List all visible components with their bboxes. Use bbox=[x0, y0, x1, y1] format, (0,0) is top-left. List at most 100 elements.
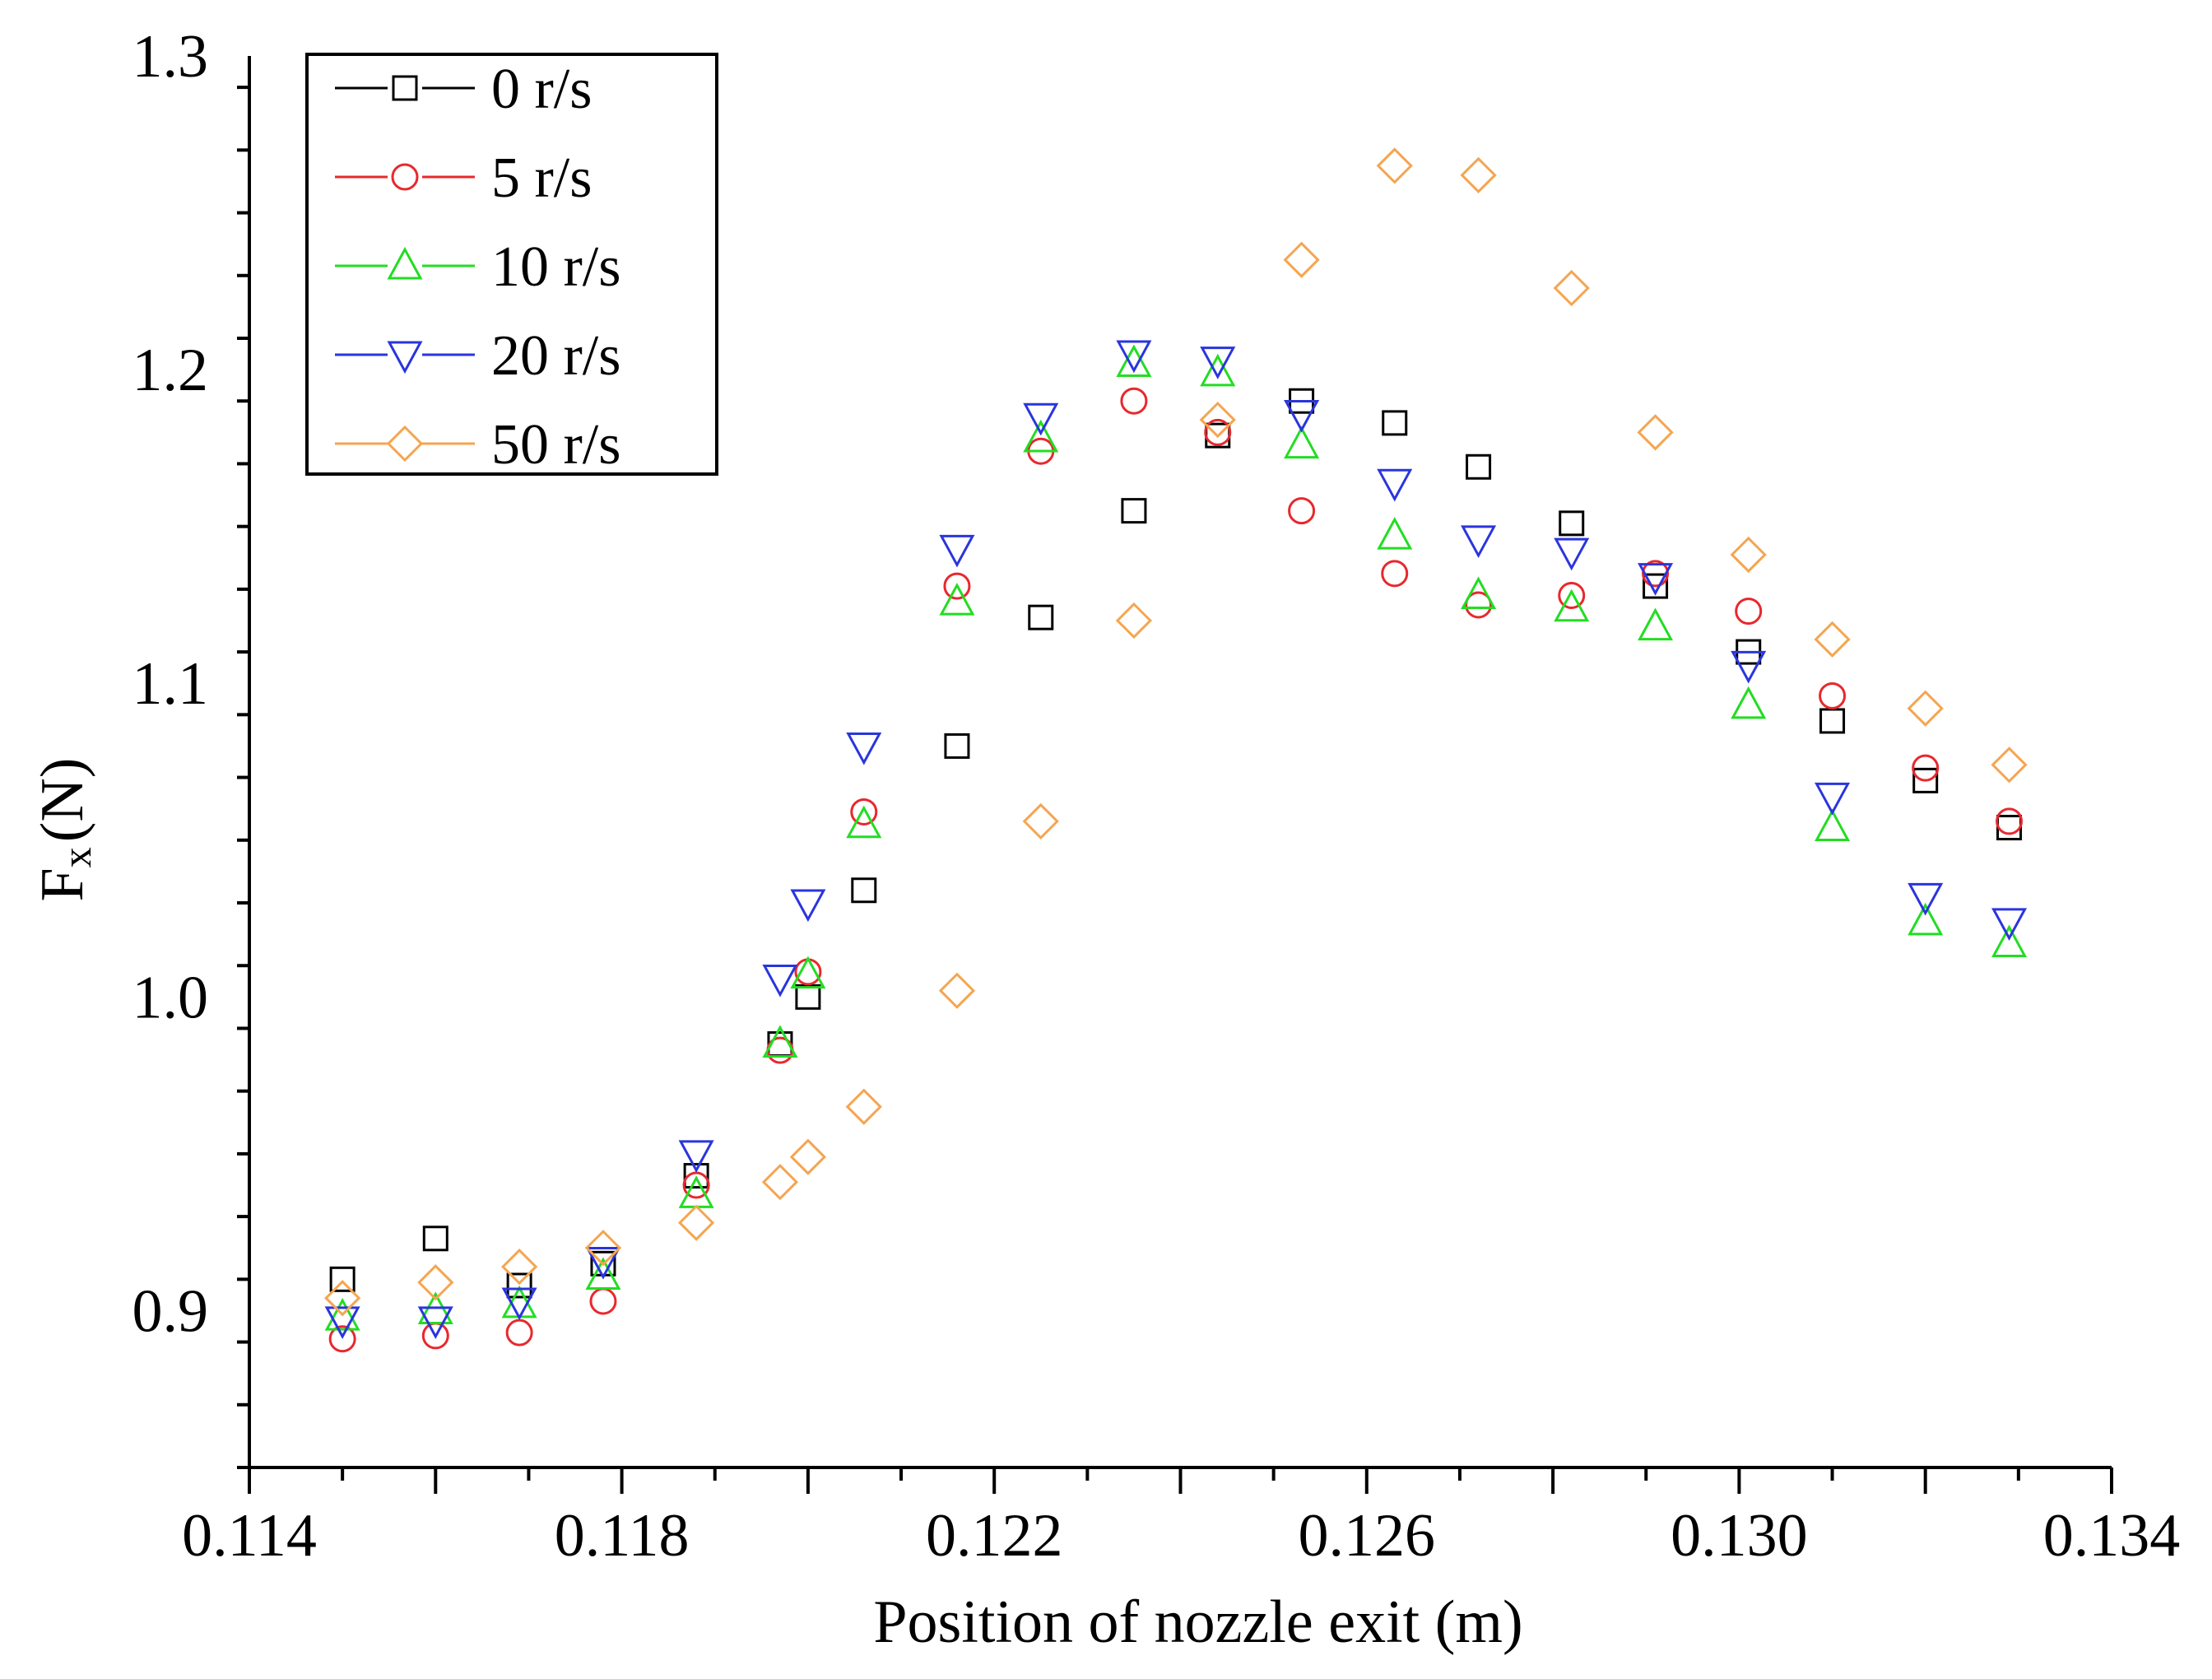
data-point bbox=[683, 1163, 709, 1189]
y-axis-title-unit: (N) bbox=[29, 758, 96, 843]
data-point bbox=[505, 1319, 533, 1346]
data-point bbox=[846, 805, 882, 839]
y-tick-label: 1.0 bbox=[132, 964, 209, 1031]
data-point bbox=[1381, 560, 1409, 588]
data-point bbox=[1730, 536, 1767, 574]
data-point bbox=[1996, 815, 2023, 841]
legend-marker bbox=[391, 163, 419, 191]
data-point bbox=[1819, 708, 1846, 734]
data-point bbox=[1022, 802, 1059, 840]
legend-marker bbox=[387, 341, 423, 374]
legend-marker bbox=[392, 75, 418, 101]
data-point bbox=[417, 1264, 454, 1301]
data-point bbox=[1731, 686, 1767, 719]
data-point bbox=[1908, 882, 1944, 916]
data-point bbox=[846, 732, 882, 765]
data-point bbox=[1558, 582, 1586, 610]
data-point bbox=[943, 572, 971, 600]
data-point bbox=[1204, 418, 1232, 446]
data-point bbox=[1819, 681, 1847, 709]
data-point bbox=[1023, 419, 1059, 453]
data-point bbox=[1554, 588, 1590, 622]
data-point bbox=[795, 984, 821, 1010]
data-point bbox=[501, 1248, 538, 1286]
data-point bbox=[506, 1272, 532, 1299]
data-point bbox=[589, 1287, 617, 1315]
data-point bbox=[1200, 353, 1236, 387]
legend-marker-backing bbox=[388, 426, 422, 462]
x-tick-label: 0.134 bbox=[2043, 1502, 2181, 1570]
legend-item: 10 r/s bbox=[335, 235, 621, 299]
data-point bbox=[851, 877, 877, 904]
data-point bbox=[1814, 621, 1851, 658]
data-point bbox=[1553, 269, 1590, 307]
data-point bbox=[762, 1025, 798, 1058]
data-point bbox=[939, 534, 975, 568]
legend-label: 0 r/s bbox=[491, 58, 592, 121]
data-point bbox=[1731, 650, 1767, 684]
data-point bbox=[501, 1287, 537, 1321]
data-point bbox=[328, 1325, 356, 1353]
data-point bbox=[1199, 401, 1236, 439]
legend-label: 50 r/s bbox=[491, 413, 621, 477]
legend: 0 r/s 5 r/s 10 r/s 20 r/s 50 r/s bbox=[305, 53, 718, 477]
data-point bbox=[1908, 902, 1944, 936]
data-point bbox=[1735, 598, 1763, 626]
y-axis-title: Fx (N) bbox=[29, 758, 100, 902]
data-point bbox=[1116, 344, 1152, 377]
x-tick-label: 0.122 bbox=[926, 1502, 1063, 1570]
legend-label: 10 r/s bbox=[491, 235, 621, 299]
data-point bbox=[845, 1088, 882, 1125]
data-point bbox=[1991, 924, 2028, 958]
series-triangle-up bbox=[324, 344, 2028, 1331]
data-point bbox=[1912, 767, 1939, 793]
x-tick-label: 0.126 bbox=[1299, 1502, 1436, 1570]
legend-marker bbox=[386, 425, 424, 463]
legend-item: 0 r/s bbox=[335, 58, 592, 121]
data-point bbox=[1288, 497, 1316, 525]
legend-item: 5 r/s bbox=[335, 147, 592, 210]
series-diamond bbox=[324, 147, 2028, 1317]
data-point bbox=[422, 1226, 448, 1252]
data-point bbox=[677, 1204, 715, 1241]
data-point bbox=[789, 1138, 827, 1175]
legend-label: 20 r/s bbox=[491, 324, 621, 388]
data-point bbox=[1284, 399, 1320, 433]
data-point bbox=[1815, 808, 1851, 842]
data-point bbox=[1460, 156, 1497, 193]
series-triangle-down bbox=[324, 340, 2028, 1340]
data-point bbox=[1116, 340, 1152, 374]
data-point bbox=[1376, 147, 1413, 184]
data-point bbox=[1643, 573, 1669, 599]
data-point bbox=[1642, 560, 1670, 588]
data-point bbox=[762, 964, 798, 998]
y-tick-label: 0.9 bbox=[132, 1277, 209, 1345]
data-point bbox=[1996, 807, 2024, 835]
data-point bbox=[417, 1306, 453, 1340]
legend-label: 5 r/s bbox=[491, 147, 592, 210]
data-point bbox=[939, 582, 975, 616]
data-point bbox=[324, 1306, 360, 1340]
x-tick-label: 0.114 bbox=[182, 1502, 317, 1570]
data-point bbox=[1815, 782, 1851, 816]
data-point bbox=[938, 972, 976, 1009]
data-point bbox=[1121, 498, 1147, 524]
data-markers bbox=[324, 147, 2028, 1353]
data-point bbox=[850, 798, 878, 826]
data-point bbox=[585, 1246, 621, 1280]
legend-item: 50 r/s bbox=[335, 413, 621, 477]
data-point bbox=[584, 1230, 622, 1267]
y-tick-label: 1.2 bbox=[132, 337, 209, 404]
y-axis-title-symbol: F bbox=[29, 867, 96, 901]
legend-box bbox=[305, 53, 718, 476]
data-point bbox=[324, 1297, 360, 1331]
data-point bbox=[1377, 468, 1413, 502]
data-point bbox=[1023, 402, 1059, 436]
y-axis-title-subscript: x bbox=[53, 847, 100, 867]
data-point bbox=[1377, 516, 1413, 550]
y-tick-label: 1.3 bbox=[132, 23, 209, 91]
data-point bbox=[1637, 414, 1674, 451]
data-point bbox=[794, 958, 822, 986]
data-point bbox=[790, 956, 826, 989]
